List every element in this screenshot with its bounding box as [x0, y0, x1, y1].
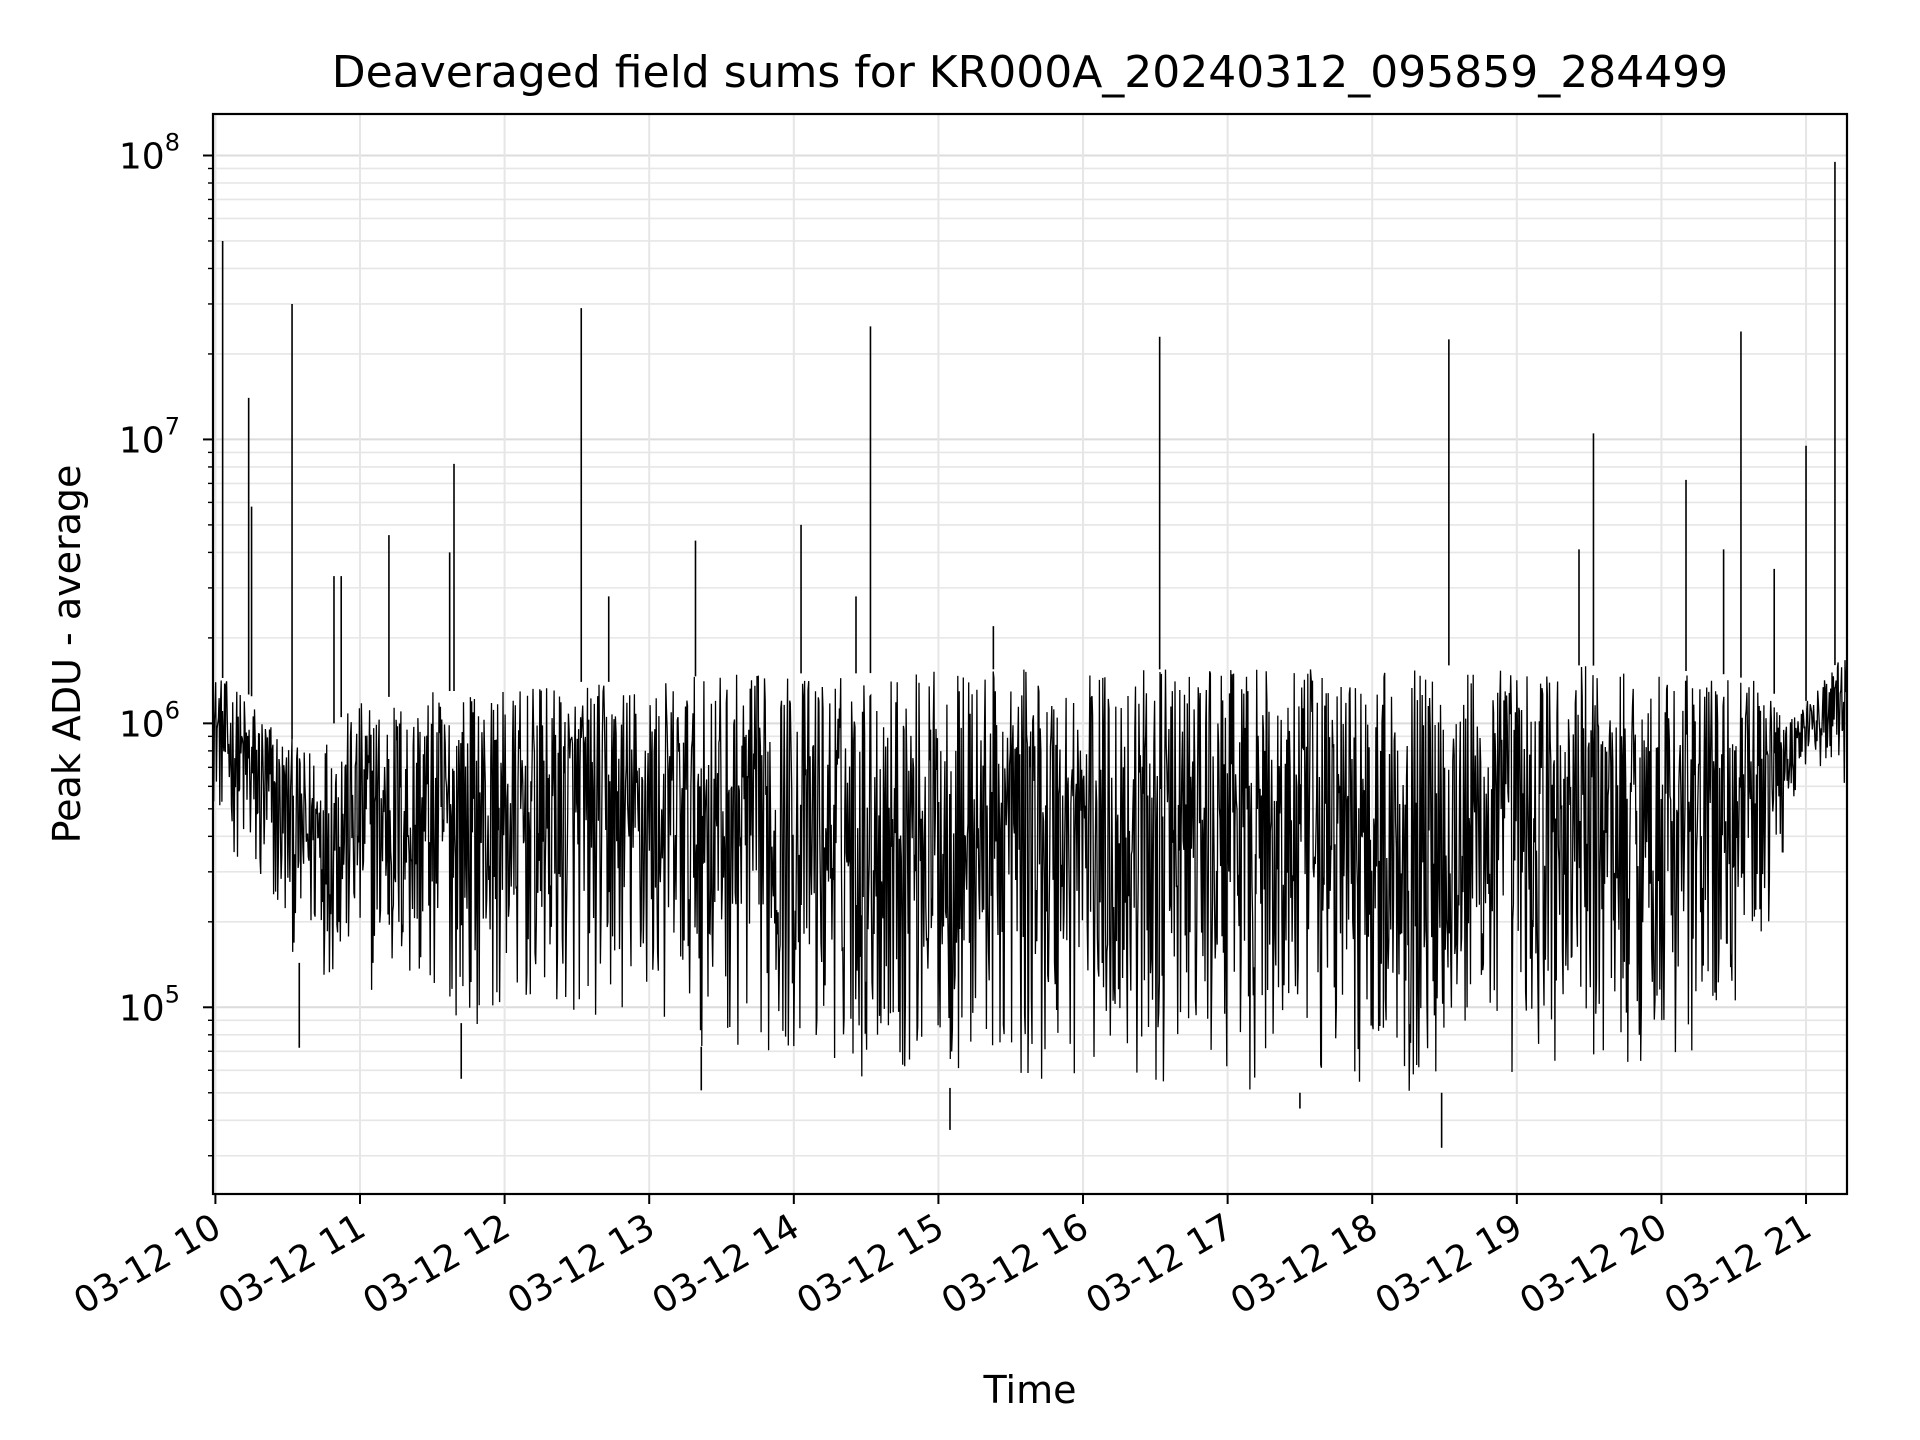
y-axis-label: Peak ADU - average: [45, 465, 89, 844]
y-tick-label: 108: [119, 128, 180, 177]
data-series: [212, 161, 1848, 1148]
x-axis-label: Time: [983, 1368, 1077, 1412]
y-tick-label: 105: [119, 980, 180, 1029]
chart-title: Deaveraged field sums for KR000A_2024031…: [332, 47, 1728, 98]
y-axis: 105 106 107 108: [119, 128, 213, 1157]
series-line: [212, 656, 1848, 1091]
y-tick-label: 106: [119, 696, 180, 745]
y-tick-label: 107: [119, 412, 180, 461]
plot-frame: [211, 112, 1849, 1196]
